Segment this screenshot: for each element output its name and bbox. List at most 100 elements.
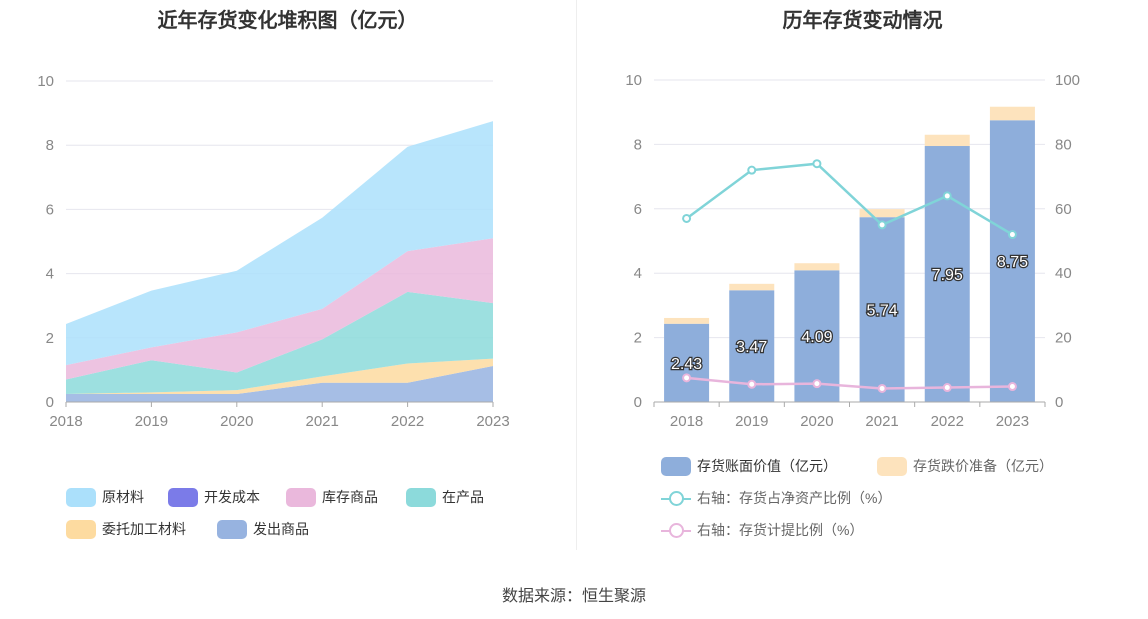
legend-item-provision-ratio[interactable]: 右轴：存货计提比例（%） bbox=[661, 520, 863, 540]
x-tick-label: 2022 bbox=[391, 413, 424, 430]
line-point bbox=[812, 379, 822, 389]
line-point bbox=[1007, 382, 1017, 392]
bar-value-label: 3.47 bbox=[736, 339, 767, 356]
legend-swatch bbox=[66, 519, 96, 539]
legend-label: 在产品 bbox=[442, 489, 484, 505]
legend-swatch bbox=[66, 487, 96, 507]
y2-tick-label: 100 bbox=[1055, 72, 1080, 89]
x-tick-label: 2018 bbox=[49, 413, 82, 430]
legend-item-net-asset-ratio[interactable]: 右轴：存货占净资产比例（%） bbox=[661, 488, 891, 508]
legend-label: 存货账面价值（亿元） bbox=[697, 458, 837, 474]
panel-divider bbox=[576, 0, 577, 550]
legend-label: 存货跌价准备（亿元） bbox=[913, 458, 1053, 474]
bar-value-label: 4.09 bbox=[801, 329, 832, 346]
y-tick-label: 10 bbox=[37, 73, 54, 90]
y-tick-label: 4 bbox=[634, 265, 642, 282]
x-tick-label: 2020 bbox=[800, 413, 833, 430]
legend-label: 发出商品 bbox=[253, 521, 309, 537]
legend-item-work-in-progress[interactable]: 在产品 bbox=[406, 487, 484, 507]
y-tick-label: 6 bbox=[634, 201, 642, 218]
x-tick-label: 2019 bbox=[135, 413, 168, 430]
left-chart-title: 近年存货变化堆积图（亿元） bbox=[157, 10, 418, 32]
x-tick-label: 2021 bbox=[306, 413, 339, 430]
area-series bbox=[66, 121, 493, 366]
bar-impairment-provision bbox=[989, 106, 1035, 121]
legend-label: 原材料 bbox=[102, 489, 144, 505]
x-tick-label: 2023 bbox=[476, 413, 509, 430]
x-tick-label: 2019 bbox=[735, 413, 768, 430]
bar-value-label: 5.74 bbox=[867, 303, 898, 320]
bar-value-label: 7.95 bbox=[932, 267, 963, 284]
y-tick-label: 10 bbox=[625, 72, 642, 89]
stacked-area-chart: 0 2 4 6 8 10 2018 2019 2020 2021 2022 2023 bbox=[37, 73, 509, 430]
area-series bbox=[66, 291, 493, 394]
bar-book-value bbox=[859, 217, 905, 402]
y-tick-label: 2 bbox=[46, 330, 54, 347]
line-point bbox=[812, 159, 822, 169]
line-point bbox=[1007, 230, 1017, 240]
bar-impairment-provision bbox=[794, 263, 840, 271]
legend-label: 右轴：存货计提比例（%） bbox=[697, 522, 864, 538]
bar-line-combo-chart: 02468100204060801002.433.474.095.747.958… bbox=[625, 72, 1080, 430]
line-point bbox=[682, 213, 692, 223]
legend-swatch bbox=[168, 487, 198, 507]
legend-label: 库存商品 bbox=[322, 489, 378, 505]
area-series bbox=[66, 358, 493, 394]
legend-label: 委托加工材料 bbox=[102, 521, 186, 537]
legend-label: 右轴：存货占净资产比例（%） bbox=[697, 490, 892, 506]
line-point bbox=[682, 373, 692, 383]
line-point bbox=[877, 220, 887, 230]
x-tick-label: 2021 bbox=[865, 413, 898, 430]
legend-item-raw-materials[interactable]: 原材料 bbox=[66, 487, 144, 507]
line-net-asset-ratio bbox=[685, 162, 1014, 236]
x-tick-label: 2020 bbox=[220, 413, 253, 430]
legend-item-book-value[interactable]: 存货账面价值（亿元） bbox=[661, 456, 837, 476]
y-tick-label: 0 bbox=[46, 394, 54, 411]
bar-book-value bbox=[924, 146, 970, 402]
line-provision-ratio bbox=[686, 376, 1013, 390]
bar-impairment-provision bbox=[924, 134, 970, 147]
legend-swatch bbox=[661, 456, 691, 476]
bar-impairment-provision bbox=[664, 317, 710, 324]
left-chart-legend: 原材料 开发成本 库存商品 在产品 委托加工材料 发出商品 bbox=[0, 0, 575, 560]
legend-item-goods-shipped[interactable]: 发出商品 bbox=[217, 519, 309, 539]
bar-impairment-provision bbox=[859, 209, 905, 218]
y2-tick-label: 40 bbox=[1055, 265, 1072, 282]
bar-book-value bbox=[664, 323, 710, 402]
legend-line-swatch bbox=[661, 489, 691, 508]
right-chart-panel: 历年存货变动情况 0 2 4 6 8 10 0 20 40 60 80 100 2.43 3.47 4.09… bbox=[577, 0, 1148, 560]
y2-tick-label: 80 bbox=[1055, 136, 1072, 153]
right-chart-legend: 存货账面价值（亿元） 存货跌价准备（亿元） 右轴：存货占净资产比例（%） 右轴：… bbox=[577, 0, 1148, 560]
x-tick-label: 2018 bbox=[670, 413, 703, 430]
left-chart-panel: 近年存货变化堆积图（亿元） 0 2 4 6 8 10 2018 2019 2020 2021 202… bbox=[0, 0, 575, 560]
line-point bbox=[942, 383, 952, 393]
bar-value-label: 8.75 bbox=[997, 254, 1028, 271]
legend-item-impairment-provision[interactable]: 存货跌价准备（亿元） bbox=[877, 456, 1053, 476]
legend-line-swatch bbox=[661, 521, 691, 540]
bar-impairment-provision bbox=[729, 283, 775, 291]
x-tick-label: 2023 bbox=[996, 413, 1029, 430]
legend-item-development-cost[interactable]: 开发成本 bbox=[168, 487, 260, 507]
line-point bbox=[877, 383, 887, 393]
bar-book-value bbox=[989, 120, 1035, 402]
right-chart-title: 历年存货变动情况 bbox=[782, 10, 943, 32]
y2-tick-label: 0 bbox=[1055, 394, 1063, 411]
area-series bbox=[66, 366, 493, 402]
y2-tick-label: 60 bbox=[1055, 201, 1072, 218]
y-tick-label: 6 bbox=[46, 201, 54, 218]
line-point bbox=[747, 165, 757, 175]
legend-swatch bbox=[877, 456, 907, 476]
y-tick-label: 0 bbox=[634, 394, 642, 411]
area-series bbox=[66, 238, 493, 380]
y-tick-label: 2 bbox=[634, 330, 642, 347]
line-point bbox=[747, 379, 757, 389]
legend-swatch bbox=[286, 487, 316, 507]
legend-item-consigned-materials[interactable]: 委托加工材料 bbox=[66, 519, 186, 539]
line-point bbox=[942, 191, 952, 201]
y-tick-label: 8 bbox=[634, 136, 642, 153]
legend-item-inventory-goods[interactable]: 库存商品 bbox=[286, 487, 378, 507]
x-tick-label: 2022 bbox=[931, 413, 964, 430]
y-tick-label: 8 bbox=[46, 137, 54, 154]
legend-swatch bbox=[217, 519, 247, 539]
data-source-note: 数据来源：恒生聚源 bbox=[501, 588, 646, 605]
